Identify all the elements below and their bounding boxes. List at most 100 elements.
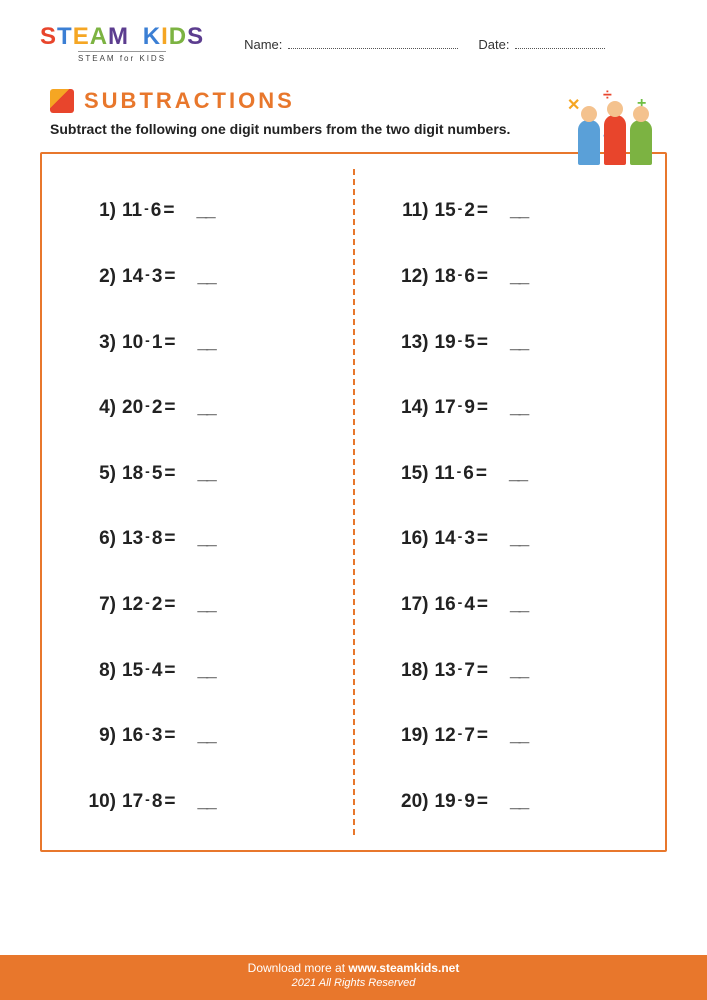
logo-main: STEAM KIDS [40,25,204,49]
answer-blank[interactable]: __ [510,791,527,813]
date-label: Date: [478,37,509,52]
operand-a: 11 [122,200,142,222]
problem-number: 5) [82,463,116,485]
answer-blank[interactable]: __ [198,791,215,813]
operand-a: 17 [122,791,143,813]
worksheet-title: SUBTRACTIONS [84,88,295,114]
operand-a: 16 [122,725,143,747]
problem-row: 14)17 - 9 =__ [395,397,646,419]
name-input-line[interactable] [288,37,458,49]
problem-number: 17) [395,594,429,616]
problem-number: 18) [395,660,429,682]
operand-a: 17 [435,397,456,419]
answer-blank[interactable]: __ [198,266,215,288]
problem-row: 18)13 - 7 =__ [395,660,646,682]
footer-prefix: Download more at [248,961,349,975]
answer-blank[interactable]: __ [198,463,215,485]
problem-number: 2) [82,266,116,288]
problem-row: 7)12 - 2 =__ [82,594,333,616]
name-field: Name: [244,37,458,52]
problem-row: 1)11 - 6 =__ [82,200,333,222]
brand-logo: STEAM KIDS STEAM for KIDS [40,25,204,63]
problem-number: 11) [395,200,429,222]
answer-blank[interactable]: __ [510,594,527,616]
equals-sign: = [477,200,488,222]
operand-a: 13 [122,528,143,550]
operand-b: 3 [152,266,163,288]
equals-sign: = [164,266,175,288]
minus-icon: - [145,791,150,807]
answer-blank[interactable]: __ [510,200,527,222]
operand-a: 14 [435,528,456,550]
operand-b: 6 [151,200,162,222]
operand-a: 16 [435,594,456,616]
equals-sign: = [477,332,488,354]
date-input-line[interactable] [515,37,605,49]
problem-number: 13) [395,332,429,354]
problem-column-left: 1)11 - 6 =__2)14 - 3 =__3)10 - 1 =__4)20… [42,154,353,850]
operand-b: 2 [152,397,163,419]
equals-sign: = [164,397,175,419]
problem-row: 17)16 - 4 =__ [395,594,646,616]
problem-row: 12)18 - 6 =__ [395,266,646,288]
footer-site-link[interactable]: www.steamkids.net [348,961,459,975]
problem-row: 20)19 - 9 =__ [395,791,646,813]
equals-sign: = [476,463,487,485]
equals-sign: = [164,332,175,354]
answer-blank[interactable]: __ [510,266,527,288]
minus-icon: - [458,725,463,741]
equals-sign: = [477,725,488,747]
answer-blank[interactable]: __ [510,528,527,550]
operand-b: 8 [152,528,163,550]
page-header: STEAM KIDS STEAM for KIDS Name: Date: [0,0,707,73]
problem-number: 7) [82,594,116,616]
operand-a: 14 [122,266,143,288]
operand-a: 15 [435,200,456,222]
minus-icon: - [145,594,150,610]
answer-blank[interactable]: __ [198,594,215,616]
answer-blank[interactable]: __ [510,397,527,419]
footer-copyright: 2021 All Rights Reserved [0,977,707,989]
equals-sign: = [164,594,175,616]
problem-row: 10) 17 - 8 = __ [82,791,333,813]
problem-row: 11)15 - 2 =__ [395,200,646,222]
problem-box: 1)11 - 6 =__2)14 - 3 =__3)10 - 1 =__4)20… [40,152,667,852]
answer-blank[interactable]: __ [510,660,527,682]
answer-blank[interactable]: __ [509,463,526,485]
problem-row: 16)14 - 3 =__ [395,528,646,550]
footer-download-text: Download more at www.steamkids.net [0,961,707,975]
equals-sign: = [477,397,488,419]
operand-b: 1 [152,332,163,354]
answer-blank[interactable]: __ [198,332,215,354]
operand-b: 3 [152,725,163,747]
equals-sign: = [477,791,488,813]
problem-number: 8) [82,660,116,682]
answer-blank[interactable]: __ [510,332,527,354]
operand-a: 18 [435,266,456,288]
answer-blank[interactable]: __ [198,660,215,682]
answer-blank[interactable]: __ [198,397,215,419]
problem-number: 20) [395,791,429,813]
pencil-notepad-icon [50,89,74,113]
equals-sign: = [477,266,488,288]
operand-b: 8 [152,791,163,813]
problem-number: 4) [82,397,116,419]
minus-icon: - [145,463,150,479]
operand-b: 9 [464,397,475,419]
equals-sign: = [163,200,174,222]
operand-a: 13 [435,660,456,682]
minus-icon: - [458,266,463,282]
kids-math-illustration: ✕÷+− [567,90,662,165]
equals-sign: = [164,791,175,813]
name-label: Name: [244,37,282,52]
answer-blank[interactable]: __ [196,200,213,222]
answer-blank[interactable]: __ [510,725,527,747]
answer-blank[interactable]: __ [198,725,215,747]
operand-a: 10 [122,332,143,354]
problem-row: 3)10 - 1 =__ [82,332,333,354]
problem-row: 9)16 - 3 =__ [82,725,333,747]
problem-number: 10) [82,791,116,813]
minus-icon: - [145,397,150,413]
answer-blank[interactable]: __ [198,528,215,550]
problem-row: 15)11 - 6 =__ [395,463,646,485]
